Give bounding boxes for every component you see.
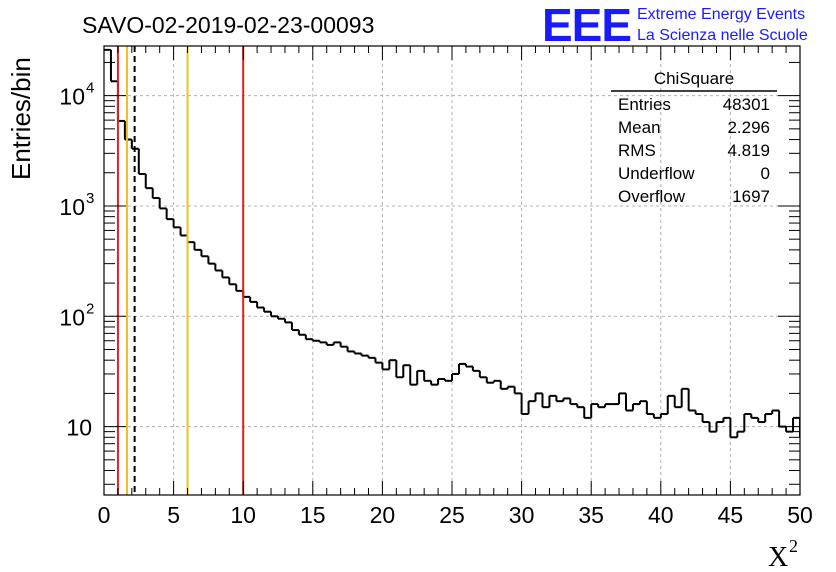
stats-box: ChiSquare Entries 48301 Mean 2.296 RMS 4.819 U…: [611, 69, 777, 206]
y-tick-label-base: 10: [59, 304, 85, 330]
x-axis-title: X 2: [768, 536, 798, 572]
histogram-series: [104, 48, 800, 439]
stats-row-label: Mean: [618, 118, 661, 137]
y-axis-title: Entries/bin: [6, 57, 36, 180]
stats-row-value: 0: [761, 164, 770, 183]
stats-row-value: 2.296: [727, 118, 770, 137]
x-tick-label: 20: [370, 502, 396, 528]
plot-frame: [103, 45, 801, 496]
y-tick-label: 10: [66, 415, 92, 441]
stats-row-label: RMS: [618, 141, 656, 160]
x-tick-label: 5: [167, 502, 180, 528]
x-tick-label: 45: [718, 502, 744, 528]
x-axis-title-base: X: [768, 542, 788, 572]
x-tick-label: 0: [98, 502, 111, 528]
y-tick-label: 10 4: [59, 80, 94, 110]
y-tick-label-exp: 4: [86, 80, 94, 97]
stats-row-value: 4.819: [727, 141, 770, 160]
y-tick-label-base: 10: [66, 415, 92, 441]
grid: [104, 46, 800, 495]
logo-line-1: Extreme Energy Events: [637, 6, 805, 23]
x-tick-label: 50: [787, 502, 813, 528]
x-tick-label: 30: [509, 502, 535, 528]
x-axis-title-exp: 2: [789, 536, 798, 556]
x-tick-label: 15: [300, 502, 326, 528]
eee-logo: EEE Extreme Energy Events La Scienza nel…: [542, 0, 808, 51]
stats-row-value: 1697: [732, 187, 770, 206]
reference-lines: [116, 46, 245, 495]
x-tick-label: 25: [439, 502, 465, 528]
x-tick-label: 35: [578, 502, 604, 528]
axis-ticks: [103, 46, 801, 495]
stats-row-label: Underflow: [618, 164, 695, 183]
y-tick-label-base: 10: [59, 194, 85, 220]
stats-row-value: 48301: [723, 95, 770, 114]
x-tick-labels: 0 5 10 15 20 25 30 35 40 45 50: [98, 502, 813, 528]
stats-box-rows: Entries 48301 Mean 2.296 RMS 4.819 Underflow 0 O…: [618, 95, 770, 206]
y-tick-label-exp: 3: [86, 190, 94, 207]
eee-logo-mark: EEE: [542, 0, 631, 51]
chart-title: SAVO-02-2019-02-23-00093: [82, 12, 374, 38]
stats-box-title: ChiSquare: [654, 69, 734, 88]
stats-row-label: Entries: [618, 95, 671, 114]
x-tick-label: 40: [648, 502, 674, 528]
y-tick-label: 10 2: [59, 300, 94, 330]
y-tick-label-exp: 2: [86, 300, 94, 317]
y-tick-label-base: 10: [59, 84, 85, 110]
stats-row-label: Overflow: [618, 187, 686, 206]
x-tick-label: 10: [230, 502, 256, 528]
logo-line-2: La Scienza nelle Scuole: [637, 27, 808, 44]
y-tick-label: 10 3: [59, 190, 94, 220]
